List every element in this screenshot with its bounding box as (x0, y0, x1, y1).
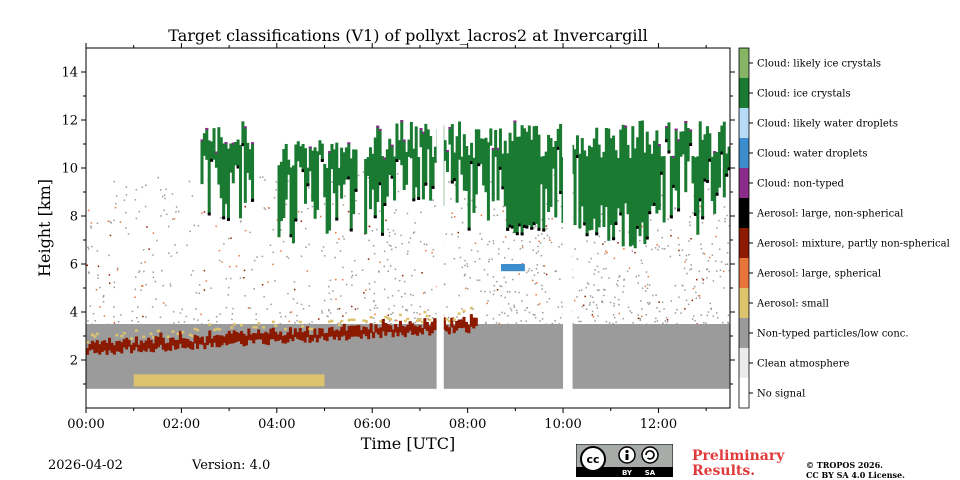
y-tick-label: 4 (70, 306, 78, 321)
y-tick-label: 12 (61, 114, 78, 129)
cc-text: cc (586, 453, 599, 466)
legend-label: Aerosol: small (756, 299, 829, 310)
data-gap (563, 115, 573, 408)
sa-icon (641, 446, 659, 464)
y-tick-label: 8 (70, 210, 78, 225)
cc-by-text: BY (622, 469, 633, 477)
legend-label: Cloud: ice crystals (757, 89, 851, 100)
plot-area (86, 115, 730, 408)
legend-swatch (739, 378, 749, 408)
legend-label: Cloud: likely water droplets (757, 119, 898, 130)
footer-date: 2026-04-02 (48, 458, 123, 473)
legend-swatch (739, 258, 749, 288)
x-tick-label: 06:00 (353, 417, 390, 432)
x-axis: 00:00 02:00 04:00 06:00 08:00 10:00 12:00 (67, 43, 707, 432)
x-tick-label: 02:00 (163, 417, 200, 432)
legend-label: Non-typed particles/low conc. (757, 329, 909, 340)
y-tick-label: 10 (61, 162, 78, 177)
copyright-text: © TROPOS 2026. (806, 460, 883, 470)
x-tick-label: 10:00 (544, 417, 581, 432)
x-tick-label: 12:00 (640, 417, 677, 432)
y-tick-label: 14 (61, 66, 78, 81)
legend-label: Aerosol: large, non-spherical (756, 209, 903, 220)
cc-license-badge: cc BY SA (576, 444, 673, 477)
preliminary-notice: Preliminary Results. (692, 449, 784, 479)
license-notice: © TROPOS 2026. CC BY SA 4.0 License. (806, 460, 905, 480)
preliminary-line-2: Results. (692, 463, 756, 479)
y-tick-label: 6 (70, 258, 78, 273)
legend-swatch (739, 138, 749, 168)
data-gap (436, 115, 444, 408)
legend-label: Aerosol: large, spherical (756, 269, 881, 280)
chart-title: Target classifications (V1) of pollyxt_l… (168, 26, 647, 45)
x-tick-label: 04:00 (258, 417, 295, 432)
legend-swatch (739, 288, 749, 318)
legend-swatch (739, 48, 749, 78)
legend-swatch (739, 318, 749, 348)
legend-swatch (739, 168, 749, 198)
cc-sa-text: SA (645, 469, 656, 477)
legend-swatch (739, 198, 749, 228)
x-axis-label: Time [UTC] (361, 434, 455, 453)
preliminary-line-1: Preliminary (692, 448, 785, 464)
y-axis-label: Height [km] (35, 179, 54, 277)
legend: No signal Clean atmosphere Non-typed parti… (738, 47, 950, 409)
legend-swatch (739, 78, 749, 108)
region-cloud-water-droplets (501, 264, 525, 272)
plot-frame (85, 47, 731, 409)
y-axis: 2 4 6 8 10 12 14 (61, 66, 735, 385)
legend-label: Clean atmosphere (757, 359, 850, 370)
region-aerosol-mixture-partly-non-spherical (86, 306, 478, 355)
cc-icon (580, 446, 606, 472)
footer-version: Version: 4.0 (192, 458, 271, 473)
legend-label: Cloud: water droplets (757, 149, 868, 160)
legend-label: Aerosol: mixture, partly non-spherical (756, 239, 950, 250)
legend-swatch (739, 348, 749, 378)
region-cloud-ice-crystals (200, 120, 730, 249)
license-text: CC BY SA 4.0 License. (806, 470, 905, 480)
legend-swatch (739, 228, 749, 258)
legend-label: Cloud: non-typed (757, 179, 845, 190)
x-tick-label: 08:00 (449, 417, 486, 432)
region-aerosol-small (133, 374, 325, 387)
x-tick-label: 00:00 (67, 417, 104, 432)
legend-label: Cloud: likely ice crystals (757, 59, 881, 70)
legend-swatch (739, 108, 749, 138)
y-tick-label: 2 (70, 354, 78, 369)
legend-label: No signal (757, 389, 805, 400)
legend-frame (738, 47, 750, 409)
